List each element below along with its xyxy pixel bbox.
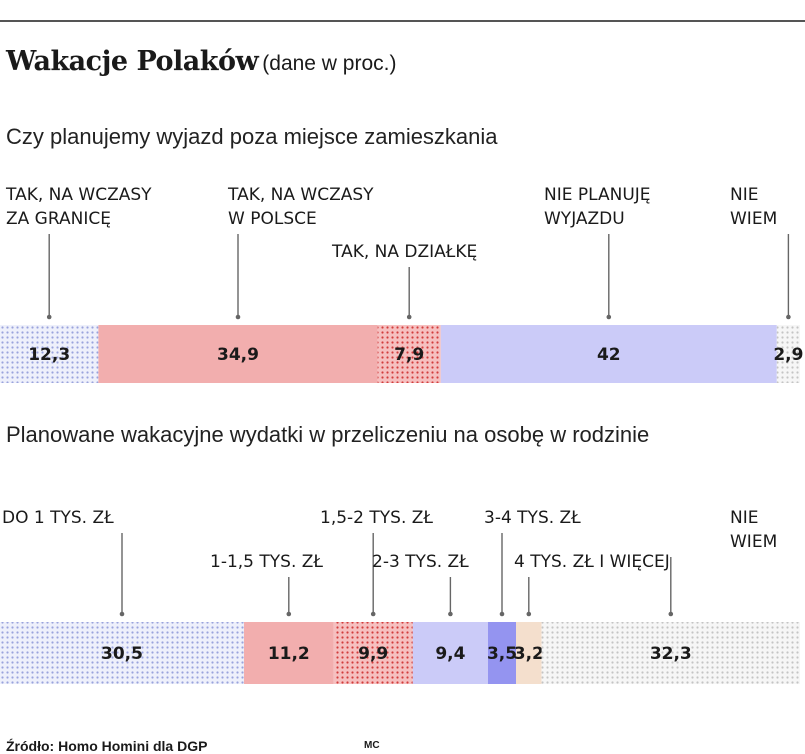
bar-segment	[412, 622, 488, 684]
leader-dot	[448, 611, 453, 617]
category-label: ZA GRANICĘ	[6, 209, 111, 229]
category-label: NIE	[730, 185, 758, 205]
category-label: DO 1 TYS. ZŁ	[2, 508, 114, 528]
chart2-subtitle: Planowane wakacyjne wydatki w przeliczen…	[6, 422, 650, 447]
bar-segment	[98, 325, 378, 383]
leader-dot	[606, 314, 612, 320]
category-label: 4 TYS. ZŁ I WIĘCEJ	[514, 552, 670, 572]
value-label: 34,9	[217, 345, 259, 365]
chart1-subtitle: Czy planujemy wyjazd poza miejsce zamies…	[6, 124, 498, 149]
chart-travel-plans: TAK, NA WCZASY ZA GRANICĘ 12,3 TAK, NA WCZA…	[0, 185, 803, 383]
category-label: W POLSCE	[228, 209, 317, 229]
chart-title: Wakacje Polaków (dane w proc.)	[6, 46, 397, 77]
author-credit: MC	[364, 740, 380, 751]
value-label: 12,3	[28, 345, 70, 365]
value-label: 32,3	[650, 644, 692, 664]
bar-segment	[440, 325, 777, 383]
top-rule	[0, 20, 805, 22]
value-label: 11,2	[268, 644, 310, 664]
bar-segment	[244, 622, 334, 684]
category-label: TAK, NA WCZASY	[5, 185, 152, 205]
leader-dot	[286, 611, 292, 617]
leader-dot	[119, 611, 125, 617]
category-label: 1-1,5 TYS. ZŁ	[210, 552, 323, 572]
bar-segment	[0, 325, 99, 383]
leader-dot	[235, 314, 241, 320]
leader-dot	[46, 314, 52, 320]
leader-dot	[406, 314, 412, 320]
value-label: 30,5	[101, 644, 143, 664]
leader-dot	[499, 611, 505, 617]
title-unit-note: (dane w proc.)	[262, 52, 397, 75]
chart-planned-spending: DO 1 TYS. ZŁ 30,5 1-1,5 TYS. ZŁ 11,2 1,5-2 T…	[0, 508, 800, 684]
value-label: 7,9	[394, 345, 424, 365]
bar-segment	[776, 325, 800, 383]
source-note: Źródło: Homo Homini dla DGP	[6, 738, 208, 754]
value-label: 9,4	[435, 644, 465, 664]
leader-dot	[370, 611, 376, 617]
category-label: 2-3 TYS. ZŁ	[372, 552, 469, 572]
value-label: 3,5	[487, 644, 517, 664]
value-label: 2,9	[773, 345, 803, 365]
bar-segment	[377, 325, 441, 383]
category-label: WIEM	[730, 532, 777, 552]
bar-segment	[333, 622, 413, 684]
value-label: 42	[597, 345, 621, 365]
category-label: TAK, NA DZIAŁKĘ	[331, 242, 477, 262]
category-label: TAK, NA WCZASY	[227, 185, 374, 205]
bar-segment	[541, 622, 800, 684]
bar-segment	[0, 622, 244, 684]
bar-segment	[488, 622, 516, 684]
leader-dot	[526, 611, 532, 617]
value-label: 9,9	[358, 644, 388, 664]
category-label: 1,5-2 TYS. ZŁ	[320, 508, 433, 528]
title-main: Wakacje Polaków	[6, 46, 259, 77]
category-label: 3-4 TYS. ZŁ	[484, 508, 581, 528]
leader-dot	[668, 611, 674, 617]
category-label: WIEM	[730, 209, 777, 229]
leader-dot	[786, 314, 791, 320]
value-label: 3,2	[514, 644, 544, 664]
category-label: NIE PLANUJĘ	[544, 185, 651, 205]
category-label: WYJAZDU	[544, 209, 625, 229]
category-label: NIE	[730, 508, 758, 528]
bar-segment	[516, 622, 542, 684]
